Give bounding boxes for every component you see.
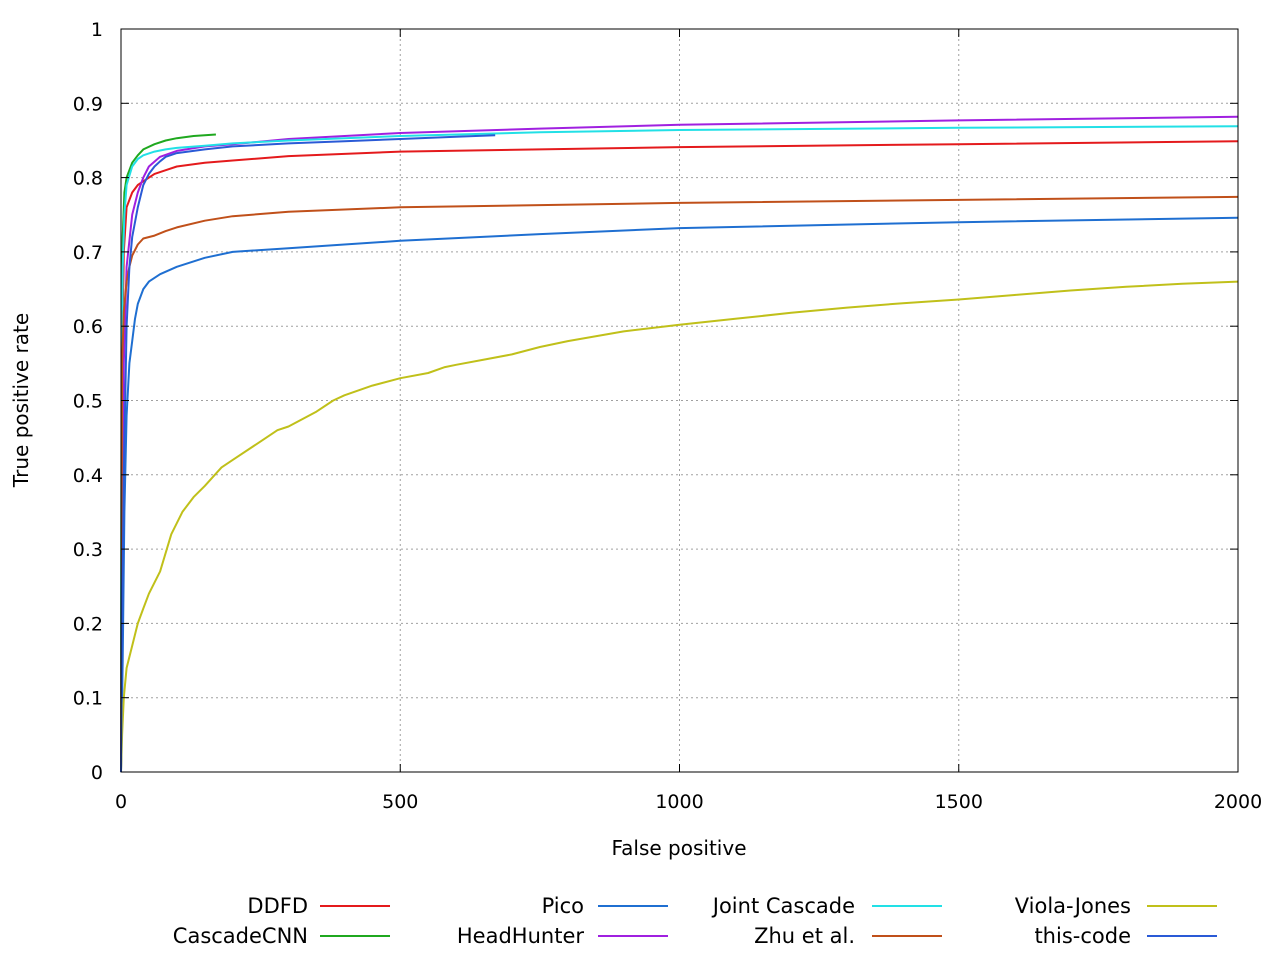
x-tick-label: 1000	[655, 791, 703, 813]
series-line-viola-jones	[120, 280, 1239, 773]
legend-label-viola-jones: Viola-Jones	[1015, 894, 1131, 918]
x-tick-label: 2000	[1214, 791, 1262, 813]
y-tick-label: 0.8	[73, 168, 103, 190]
series-line-pico	[120, 216, 1239, 773]
y-tick-label: 0.4	[73, 465, 103, 487]
legend-label-this-code: this-code	[1034, 924, 1131, 948]
x-tick-label: 1500	[935, 791, 983, 813]
y-tick-label: 0.2	[73, 613, 103, 635]
y-tick-label: 0.6	[73, 316, 103, 338]
series-line-joint-cascade	[120, 125, 1239, 773]
series-line-zhu-et-al	[120, 195, 1239, 773]
x-tick-label: 500	[382, 791, 418, 813]
axis-ticks: 0 500 1000 1500 2000 0 0.1 0.2 0.3 0.4 0.5 0.6 0.7 0.…	[73, 19, 1262, 813]
y-axis-title: True positive rate	[9, 313, 33, 488]
legend-label-joint-cascade: Joint Cascade	[711, 894, 855, 918]
legend-label-zhu-et-al: Zhu et al.	[754, 924, 855, 948]
y-tick-label: 0.3	[73, 539, 103, 561]
series-lines	[120, 115, 1239, 773]
y-tick-label: 0.1	[73, 688, 103, 710]
legend-label-cascadecnn: CascadeCNN	[173, 924, 308, 948]
x-tick-label: 0	[115, 791, 127, 813]
y-tick-label: 0.9	[73, 93, 103, 115]
legend-label-ddfd: DDFD	[247, 894, 308, 918]
legend: DDFD CascadeCNN Pico HeadHunter Joint Cascad…	[173, 894, 1217, 948]
legend-label-pico: Pico	[542, 894, 584, 918]
series-line-this-code	[120, 134, 496, 773]
grid-lines	[121, 29, 1238, 772]
y-tick-label: 0	[91, 762, 103, 784]
x-axis-title: False positive	[611, 836, 746, 860]
series-line-ddfd	[120, 140, 1239, 773]
y-tick-label: 1	[91, 19, 103, 41]
legend-label-headhunter: HeadHunter	[457, 924, 584, 948]
y-tick-label: 0.5	[73, 391, 103, 413]
y-tick-label: 0.7	[73, 242, 103, 264]
